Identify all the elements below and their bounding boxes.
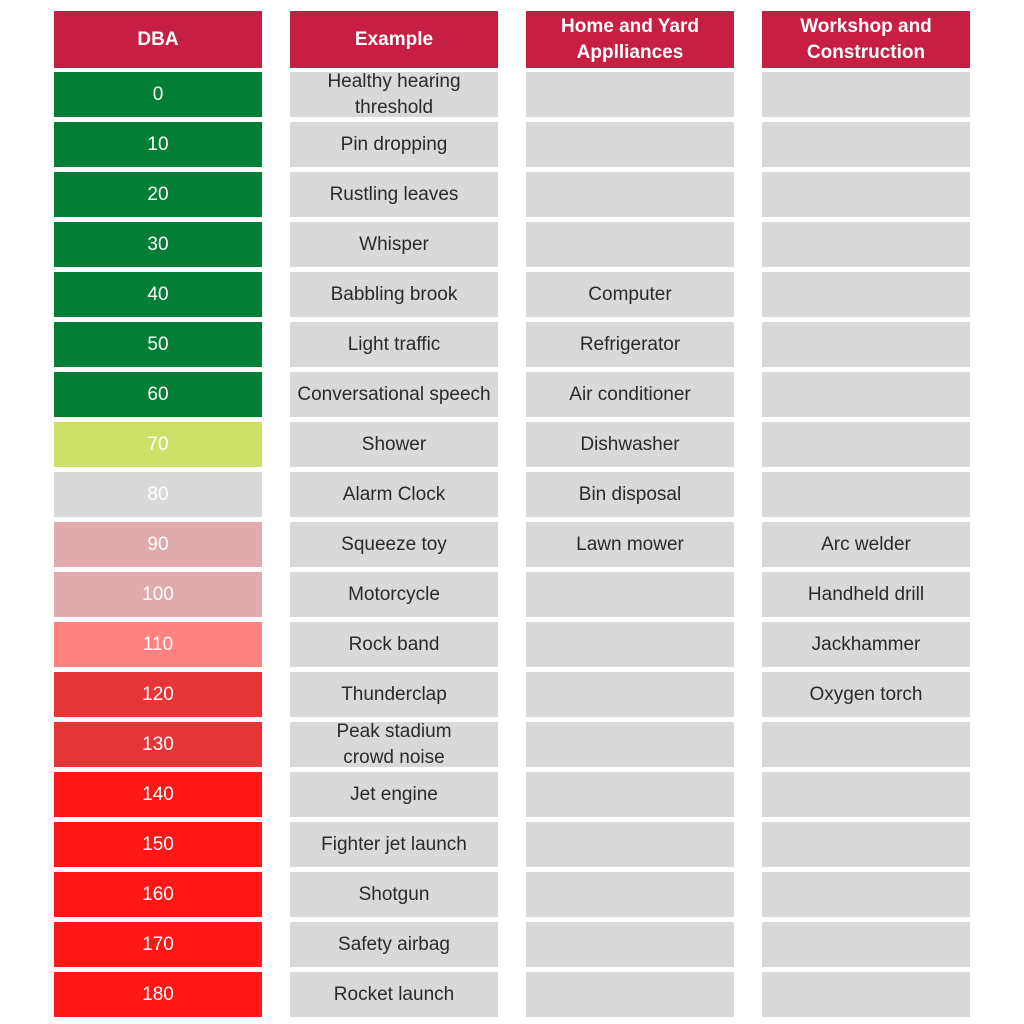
workshop-cell: [762, 322, 970, 367]
dba-column: DBA 0 10 20 30 40 50 60 70 80 90 100 110 120 130 140 15…: [54, 11, 262, 1022]
dba-cell: 110: [54, 622, 262, 667]
home-yard-cell: [526, 72, 734, 117]
example-cell: Rustling leaves: [290, 172, 498, 217]
workshop-cell: [762, 822, 970, 867]
home-yard-cell: [526, 172, 734, 217]
workshop-cell: [762, 72, 970, 117]
workshop-cell: [762, 922, 970, 967]
home-yard-cell: Air conditioner: [526, 372, 734, 417]
dba-cell: 70: [54, 422, 262, 467]
dba-cell: 140: [54, 772, 262, 817]
dba-cell: 90: [54, 522, 262, 567]
example-column: Example Healthy hearing threshold Pin dro…: [290, 11, 498, 1022]
workshop-cell: [762, 972, 970, 1017]
dba-cell: 20: [54, 172, 262, 217]
home-yard-cell: [526, 922, 734, 967]
dba-cell: 170: [54, 922, 262, 967]
dba-cell: 100: [54, 572, 262, 617]
example-cell: Fighter jet launch: [290, 822, 498, 867]
example-cell: Jet engine: [290, 772, 498, 817]
workshop-cell: [762, 372, 970, 417]
example-cell: Babbling brook: [290, 272, 498, 317]
workshop-header: Workshop and Construction: [762, 11, 970, 68]
example-cell: Shotgun: [290, 872, 498, 917]
dba-cell: 60: [54, 372, 262, 417]
example-cell: Shower: [290, 422, 498, 467]
dba-cell: 30: [54, 222, 262, 267]
example-cell: Peak stadium crowd noise: [290, 721, 498, 768]
example-cell: Healthy hearing threshold: [290, 71, 498, 118]
example-cell: Thunderclap: [290, 672, 498, 717]
example-cell: Rocket launch: [290, 972, 498, 1017]
home-yard-cell: [526, 872, 734, 917]
dba-cell: 130: [54, 722, 262, 767]
home-yard-cell: [526, 772, 734, 817]
dba-cell: 0: [54, 72, 262, 117]
home-yard-cell: Computer: [526, 272, 734, 317]
workshop-cell: [762, 122, 970, 167]
home-yard-column: Home and Yard Applliances Computer Refrig…: [526, 11, 734, 1022]
home-yard-cell: [526, 122, 734, 167]
home-yard-cell: [526, 722, 734, 767]
dba-cell: 160: [54, 872, 262, 917]
example-cell: Whisper: [290, 222, 498, 267]
workshop-cell: Jackhammer: [762, 622, 970, 667]
dba-header: DBA: [54, 11, 262, 68]
workshop-cell: [762, 172, 970, 217]
home-yard-cell: [526, 822, 734, 867]
workshop-cell: [762, 422, 970, 467]
home-yard-cell: Bin disposal: [526, 472, 734, 517]
dba-cell: 120: [54, 672, 262, 717]
home-yard-cell: [526, 672, 734, 717]
dba-cell: 180: [54, 972, 262, 1017]
home-yard-cell: Refrigerator: [526, 322, 734, 367]
example-cell: Safety airbag: [290, 922, 498, 967]
workshop-cell: Oxygen torch: [762, 672, 970, 717]
example-cell: Alarm Clock: [290, 472, 498, 517]
workshop-cell: [762, 722, 970, 767]
workshop-cell: Handheld drill: [762, 572, 970, 617]
dba-cell: 80: [54, 472, 262, 517]
workshop-cell: [762, 222, 970, 267]
example-cell: Squeeze toy: [290, 522, 498, 567]
example-cell: Pin dropping: [290, 122, 498, 167]
workshop-cell: [762, 472, 970, 517]
dba-cell: 10: [54, 122, 262, 167]
home-yard-cell: [526, 622, 734, 667]
workshop-column: Workshop and Construction Arc welder Hand…: [762, 11, 970, 1022]
workshop-cell: [762, 872, 970, 917]
example-header: Example: [290, 11, 498, 68]
home-yard-header: Home and Yard Applliances: [526, 11, 734, 68]
home-yard-cell: Lawn mower: [526, 522, 734, 567]
home-yard-cell: [526, 972, 734, 1017]
home-yard-cell: Dishwasher: [526, 422, 734, 467]
workshop-cell: Arc welder: [762, 522, 970, 567]
example-cell: Motorcycle: [290, 572, 498, 617]
dba-cell: 50: [54, 322, 262, 367]
example-cell: Light traffic: [290, 322, 498, 367]
home-yard-cell: [526, 222, 734, 267]
dba-cell: 40: [54, 272, 262, 317]
workshop-cell: [762, 772, 970, 817]
workshop-cell: [762, 272, 970, 317]
dba-cell: 150: [54, 822, 262, 867]
example-cell: Rock band: [290, 622, 498, 667]
example-cell: Conversational speech: [290, 372, 498, 417]
home-yard-cell: [526, 572, 734, 617]
